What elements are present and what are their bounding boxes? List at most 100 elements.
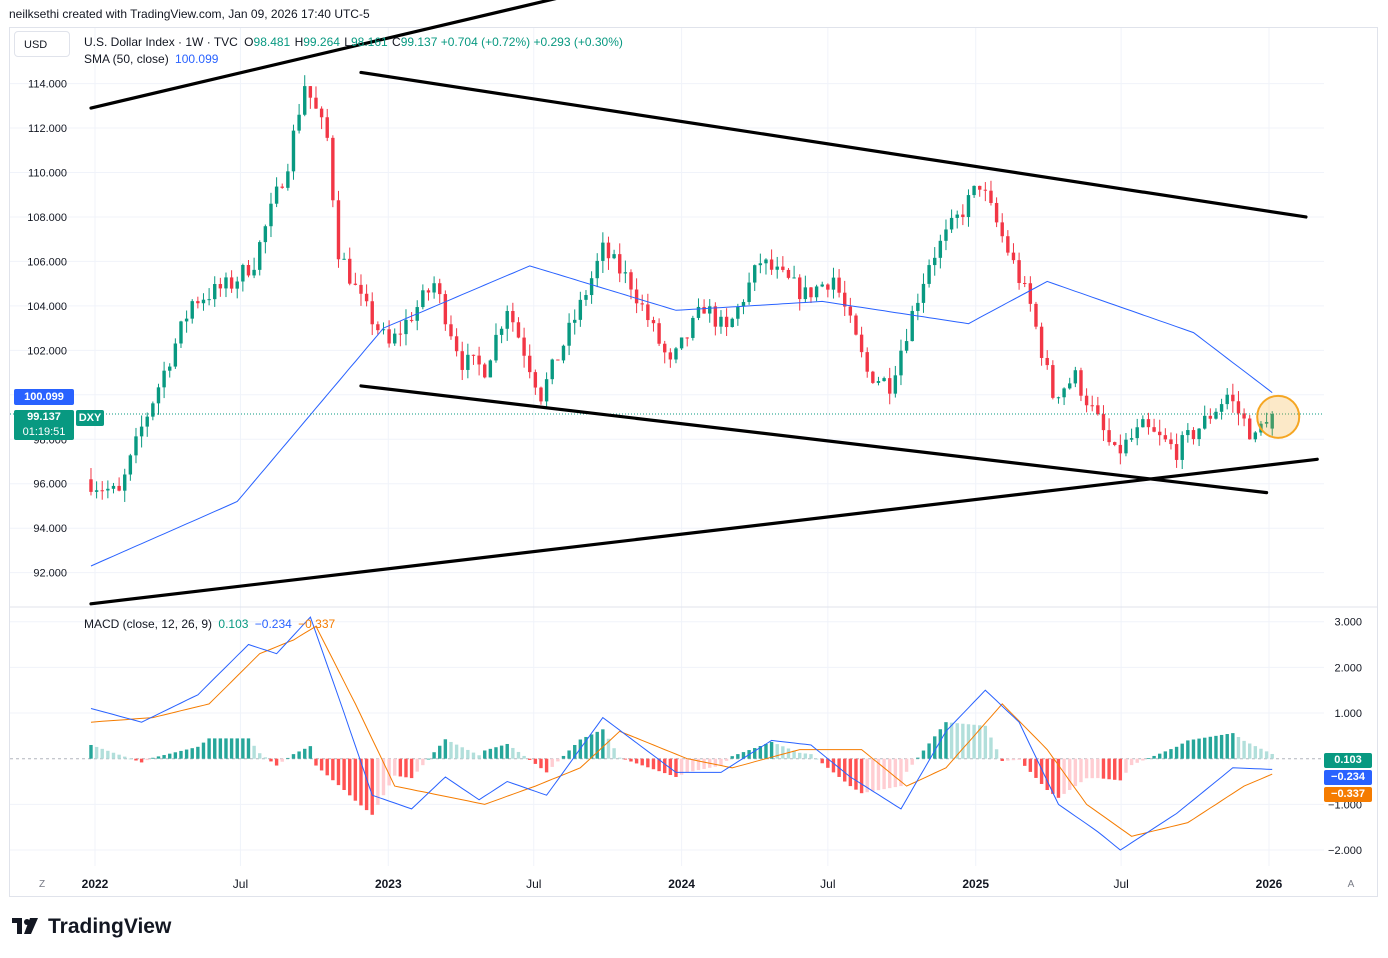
macd-histogram-bar xyxy=(539,758,543,769)
candle-body xyxy=(1068,383,1072,389)
macd-histogram-bar xyxy=(1051,758,1055,794)
candle-body xyxy=(252,269,256,276)
candle-body xyxy=(1203,415,1207,429)
candle-body xyxy=(393,333,397,344)
macd-histogram-bar xyxy=(871,758,875,792)
candle-body xyxy=(933,257,937,266)
price-tick-label: 106.000 xyxy=(27,256,67,268)
macd-histogram-bar xyxy=(258,753,262,759)
candle-body xyxy=(370,301,374,325)
macd-histogram-bar xyxy=(1113,758,1117,780)
macd-histogram-bar xyxy=(944,722,948,759)
macd-histogram-bar xyxy=(1084,758,1089,779)
candle-body xyxy=(263,226,268,243)
candle-body xyxy=(578,299,583,320)
macd-histogram-bar xyxy=(1039,758,1044,784)
macd-histogram-bar xyxy=(1225,734,1229,759)
candle-body xyxy=(224,277,228,289)
macd-histogram-bar xyxy=(916,757,920,759)
price-tick-label: 96.000 xyxy=(33,479,67,491)
macd-histogram-bar xyxy=(443,739,448,759)
candle-body xyxy=(978,185,982,190)
candle-body xyxy=(606,242,611,259)
macd-histogram-bar xyxy=(269,758,273,762)
grid-lines xyxy=(10,28,1324,866)
macd-legend: MACD (close, 12, 26, 9) 0.103 −0.234 −0.… xyxy=(84,617,335,631)
macd-histogram-bar xyxy=(978,725,982,759)
close-label: C xyxy=(392,35,401,49)
macd-histogram-bar xyxy=(775,744,779,759)
candle-body xyxy=(916,302,920,311)
candle-body xyxy=(308,86,313,98)
macd-histogram-bar xyxy=(156,756,161,759)
candle-body xyxy=(544,379,549,402)
macd-histogram-bar xyxy=(280,758,284,762)
macd-histogram-bar xyxy=(1101,758,1106,779)
candle-body xyxy=(1264,421,1269,424)
macd-histogram-bar xyxy=(319,758,324,771)
candle-body xyxy=(1135,427,1139,439)
macd-histogram-bar xyxy=(601,729,605,759)
countdown-value: 01:19:51 xyxy=(22,426,66,438)
macd-histogram-bar xyxy=(1191,739,1196,759)
candle-body xyxy=(769,259,774,270)
last-price-value: 99.137 xyxy=(27,411,61,423)
macd-tick-label: 3.000 xyxy=(1334,617,1362,629)
candle-body xyxy=(426,290,431,293)
auto-scale-button[interactable]: A xyxy=(1347,879,1355,890)
price-tick-label: 108.000 xyxy=(27,212,67,224)
macd-histogram-bar xyxy=(505,743,509,759)
candle-body xyxy=(1152,427,1156,432)
candle-body xyxy=(477,355,481,365)
macd-histogram-bar xyxy=(679,758,684,775)
candle-body xyxy=(516,322,521,338)
macd-histogram-bar xyxy=(117,754,121,759)
macd-histogram-bar xyxy=(89,744,93,759)
x-tick-label: 2022 xyxy=(82,877,109,891)
candle-body xyxy=(359,284,363,294)
candle-body xyxy=(274,186,279,204)
candle-body xyxy=(573,319,577,323)
macd-histogram-bar xyxy=(1034,758,1038,778)
macd-histogram-bar xyxy=(404,758,408,778)
macd-histogram-bar xyxy=(1107,758,1111,780)
candle-body xyxy=(927,265,931,284)
candle-body xyxy=(286,171,290,188)
candle-body xyxy=(1073,370,1078,384)
candle-body xyxy=(1039,326,1044,358)
macd-histogram-bar xyxy=(798,752,802,759)
candle-body xyxy=(319,108,324,118)
macd-histogram-bar xyxy=(1259,748,1263,759)
macd-histogram-bar xyxy=(820,758,824,764)
macd-histogram-bar xyxy=(651,758,656,770)
candle-body xyxy=(1169,439,1173,445)
macd-histogram-bar xyxy=(1006,758,1010,761)
candle-body xyxy=(303,86,307,115)
candle-body xyxy=(235,281,239,289)
macd-histogram-bar xyxy=(769,741,774,759)
low-label: L xyxy=(344,35,351,49)
macd-histogram-bar xyxy=(488,748,493,759)
trendline xyxy=(89,457,1319,606)
candle-body xyxy=(601,242,605,261)
candle-body xyxy=(280,186,284,188)
macd-histogram-bar xyxy=(888,758,892,789)
macd-histogram-bar xyxy=(173,752,178,759)
x-tick-label: 2026 xyxy=(1256,877,1283,891)
macd-histogram-bar xyxy=(1214,735,1218,759)
candle-body xyxy=(494,334,498,361)
candle-body xyxy=(696,306,701,318)
trendline xyxy=(89,0,557,110)
macd-histogram-bar xyxy=(1180,743,1184,759)
macd-histogram-bar xyxy=(972,724,976,759)
zoom-button[interactable]: Z xyxy=(38,879,46,890)
x-tick-label: 2023 xyxy=(375,877,402,891)
macd-histogram-bar xyxy=(516,751,521,759)
macd-histogram-bar xyxy=(983,725,988,759)
candle-body xyxy=(837,277,841,293)
price-tick-label: 102.000 xyxy=(27,345,67,357)
currency-button[interactable]: USD xyxy=(14,31,70,57)
macd-histogram-bar xyxy=(685,758,689,773)
candle-body xyxy=(156,387,161,404)
